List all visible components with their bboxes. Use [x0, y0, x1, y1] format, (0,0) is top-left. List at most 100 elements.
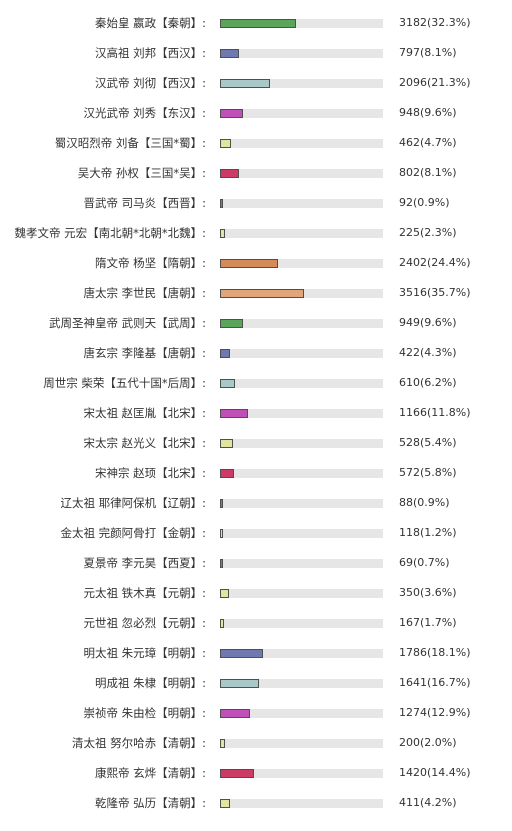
bar-track	[220, 289, 383, 298]
candidate-label: 周世宗 柴荣【五代十国*后周】:	[43, 376, 206, 390]
vote-count-label: 1274(12.9%)	[399, 706, 471, 719]
bar-track	[220, 229, 383, 238]
bar-fill	[220, 439, 233, 448]
candidate-label: 隋文帝 杨坚【隋朝】:	[94, 256, 206, 270]
candidate-label: 康熙帝 玄烨【清朝】:	[94, 766, 206, 780]
bar-fill	[220, 319, 243, 328]
candidate-label: 宋太祖 赵匡胤【北宋】:	[83, 406, 206, 420]
bar-track	[220, 739, 383, 748]
bar-track	[220, 169, 383, 178]
candidate-label: 宋神宗 赵顼【北宋】:	[94, 466, 206, 480]
vote-count-label: 350(3.6%)	[399, 586, 457, 599]
vote-count-label: 528(5.4%)	[399, 436, 457, 449]
candidate-label: 晋武帝 司马炎【西晋】:	[83, 196, 206, 210]
bar-fill	[220, 79, 271, 88]
candidate-label: 汉光武帝 刘秀【东汉】:	[83, 106, 206, 120]
vote-count-label: 69(0.7%)	[399, 556, 450, 569]
candidate-label: 秦始皇 嬴政【秦朝】:	[94, 16, 206, 30]
bar-fill	[220, 139, 232, 148]
bar-track	[220, 679, 383, 688]
vote-count-label: 92(0.9%)	[399, 196, 450, 209]
bar-track	[220, 319, 383, 328]
bar-fill	[220, 709, 251, 718]
candidate-label: 蜀汉昭烈帝 刘备【三国*蜀】:	[54, 136, 206, 150]
vote-count-label: 948(9.6%)	[399, 106, 457, 119]
bar-track	[220, 19, 383, 28]
bar-track	[220, 49, 383, 58]
bar-track	[220, 379, 383, 388]
candidate-label: 明成祖 朱棣【明朝】:	[94, 676, 206, 690]
bar-track	[220, 199, 383, 208]
candidate-label: 金太祖 完颜阿骨打【金朝】:	[60, 526, 206, 540]
bar-fill	[220, 739, 225, 748]
vote-count-label: 462(4.7%)	[399, 136, 457, 149]
candidate-label: 元世祖 忽必烈【元朝】:	[83, 616, 206, 630]
bar-track	[220, 769, 383, 778]
bar-fill	[220, 379, 235, 388]
vote-count-label: 797(8.1%)	[399, 46, 457, 59]
bar-fill	[220, 109, 243, 118]
bar-track	[220, 649, 383, 658]
bar-fill	[220, 169, 240, 178]
candidate-label: 武周圣神皇帝 武则天【武周】:	[48, 316, 206, 330]
bar-track	[220, 709, 383, 718]
bar-fill	[220, 499, 223, 508]
candidate-label: 元太祖 铁木真【元朝】:	[83, 586, 206, 600]
candidate-label: 宋太宗 赵光义【北宋】:	[83, 436, 206, 450]
bar-fill	[220, 19, 297, 28]
bar-fill	[220, 469, 234, 478]
bar-track	[220, 559, 383, 568]
bar-track	[220, 529, 383, 538]
bar-fill	[220, 289, 305, 298]
candidate-label: 唐太宗 李世民【唐朝】:	[83, 286, 206, 300]
candidate-label: 乾隆帝 弘历【清朝】:	[94, 796, 206, 810]
candidate-label: 汉高祖 刘邦【西汉】:	[94, 46, 206, 60]
bar-track	[220, 589, 383, 598]
bar-track	[220, 409, 383, 418]
bar-fill	[220, 559, 223, 568]
bar-track	[220, 109, 383, 118]
bar-track	[220, 259, 383, 268]
bar-track	[220, 349, 383, 358]
bar-track	[220, 799, 383, 808]
bar-fill	[220, 349, 231, 358]
vote-count-label: 802(8.1%)	[399, 166, 457, 179]
vote-count-label: 200(2.0%)	[399, 736, 457, 749]
bar-fill	[220, 529, 223, 538]
vote-count-label: 88(0.9%)	[399, 496, 450, 509]
vote-count-label: 949(9.6%)	[399, 316, 457, 329]
candidate-label: 魏孝文帝 元宏【南北朝*北朝*北魏】:	[14, 226, 206, 240]
vote-count-label: 1166(11.8%)	[399, 406, 471, 419]
vote-count-label: 118(1.2%)	[399, 526, 457, 539]
vote-count-label: 2402(24.4%)	[399, 256, 471, 269]
candidate-label: 吴大帝 孙权【三国*吴】:	[77, 166, 206, 180]
bar-track	[220, 439, 383, 448]
bar-fill	[220, 259, 278, 268]
bar-fill	[220, 199, 223, 208]
vote-count-label: 225(2.3%)	[399, 226, 457, 239]
vote-count-label: 3516(35.7%)	[399, 286, 471, 299]
bar-fill	[220, 649, 263, 658]
bar-fill	[220, 589, 229, 598]
bar-track	[220, 79, 383, 88]
candidate-label: 辽太祖 耶律阿保机【辽朝】:	[60, 496, 206, 510]
bar-fill	[220, 409, 248, 418]
vote-count-label: 1641(16.7%)	[399, 676, 471, 689]
candidate-label: 唐玄宗 李隆基【唐朝】:	[83, 346, 206, 360]
vote-count-label: 1420(14.4%)	[399, 766, 471, 779]
bar-fill	[220, 679, 260, 688]
candidate-label: 崇祯帝 朱由检【明朝】:	[83, 706, 206, 720]
vote-count-label: 3182(32.3%)	[399, 16, 471, 29]
bar-track	[220, 499, 383, 508]
vote-count-label: 572(5.8%)	[399, 466, 457, 479]
vote-count-label: 167(1.7%)	[399, 616, 457, 629]
bar-fill	[220, 619, 225, 628]
candidate-label: 夏景帝 李元昊【西夏】:	[83, 556, 206, 570]
bar-fill	[220, 229, 226, 238]
vote-count-label: 2096(21.3%)	[399, 76, 471, 89]
vote-count-label: 1786(18.1%)	[399, 646, 471, 659]
vote-count-label: 422(4.3%)	[399, 346, 457, 359]
bar-track	[220, 469, 383, 478]
bar-track	[220, 619, 383, 628]
